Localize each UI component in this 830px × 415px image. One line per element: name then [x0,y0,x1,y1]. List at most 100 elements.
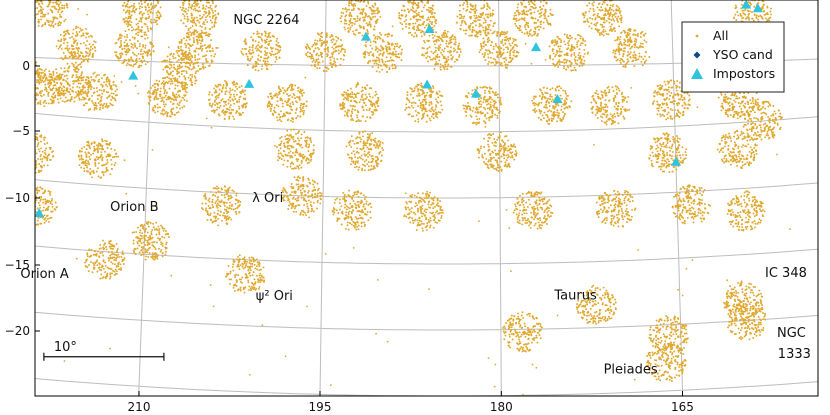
all-point [343,102,346,105]
all-point [203,21,205,24]
all-point [252,66,255,68]
all-point [610,19,613,21]
all-point [95,86,98,89]
all-point [452,37,455,40]
all-point [341,7,344,10]
all-point [59,24,61,27]
all-point [164,94,167,97]
all-point [425,24,428,27]
all-point [192,65,195,68]
all-point [342,93,345,96]
all-point [266,51,269,54]
all-point [486,13,489,16]
all-point [227,102,230,105]
all-point [133,42,136,45]
all-point [371,96,374,99]
all-point [188,0,191,3]
all-point [157,11,160,13]
all-point [112,92,115,95]
all-point [409,18,412,21]
all-point [171,98,174,101]
all-point [207,11,210,14]
all-point [132,7,135,10]
all-point [314,47,317,50]
all-point [87,90,90,93]
all-point [59,97,62,100]
all-point [130,45,133,48]
all-point [580,42,583,45]
all-point [65,80,67,83]
all-point [50,102,53,105]
all-point [343,91,346,94]
all-point [48,75,51,78]
all-point [259,50,262,53]
all-point [156,14,159,17]
all-point [40,9,43,12]
all-point [270,107,273,110]
all-point [30,3,32,5]
all-point [245,47,247,50]
all-point [72,74,75,77]
all-point [152,106,155,109]
all-point [474,5,477,8]
all-point [92,101,95,104]
all-point [140,35,143,38]
all-point [582,12,585,15]
all-point [509,57,512,59]
all-point [543,12,546,15]
all-point [335,39,338,42]
all-point [131,59,134,62]
all-point [393,53,395,56]
all-point [276,119,279,122]
all-point [369,24,372,27]
all-point [16,82,18,84]
all-point [75,73,78,76]
all-point [162,60,165,63]
all-point [331,55,334,58]
all-point [427,16,430,19]
all-point [125,64,128,67]
all-point [222,112,225,115]
all-point [386,35,389,38]
all-point [734,4,737,7]
all-point [83,104,86,106]
all-point [579,54,582,57]
all-point [259,59,262,62]
all-point [413,28,416,31]
all-point [449,46,452,49]
all-point [157,84,160,87]
all-point [563,40,566,43]
all-point [555,63,558,65]
all-point [627,29,630,32]
all-point [51,79,54,81]
all-point [417,29,420,32]
all-point [25,93,27,95]
all-point [487,49,490,52]
all-point [603,14,606,17]
all-point [415,15,418,17]
all-point [224,90,227,93]
all-point [533,3,536,6]
all-point [204,66,207,69]
all-point [64,92,67,95]
all-point [199,67,202,70]
all-point [600,32,603,34]
all-point [299,115,302,118]
all-point [516,27,519,30]
all-point [368,107,371,110]
all-point [270,95,273,98]
all-point [462,7,465,10]
all-point [111,95,114,98]
all-point [290,108,293,111]
all-point [489,52,492,54]
all-point [366,84,369,87]
all-point [5,76,7,78]
all-point [598,34,601,36]
all-point [92,72,95,75]
all-point [622,65,625,68]
all-point [499,47,502,50]
all-point [108,82,111,84]
all-point [129,24,132,27]
all-point [60,47,63,50]
all-point [213,25,216,28]
